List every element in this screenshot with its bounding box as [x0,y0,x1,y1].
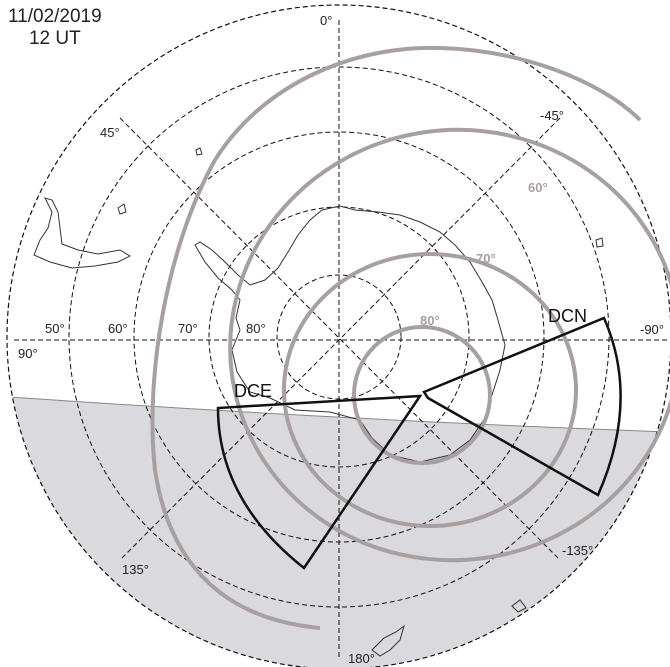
island-coastline [371,624,405,657]
magnetic-latitude-labels: 60° 70° 80° [420,180,548,328]
mlat-label-80: 80° [420,313,440,328]
night-shading [7,397,670,667]
lon-label-45: 45° [100,125,120,140]
mlat-contour-70 [282,252,578,528]
date-label: 11/02/2019 [8,6,102,27]
map-boundary [6,4,670,667]
lon-label-minus90: -90° [640,322,664,337]
lon-label-180: 180° [348,651,375,666]
lat-label-80: 80° [246,321,266,336]
mlat-contour-60 [228,127,670,563]
magnetic-latitude-contours [150,45,670,630]
lon-label-90: 90° [18,346,38,361]
radar-label-dcn: DCN [548,306,587,326]
terminator-line [9,396,670,433]
radar-label-dce: DCE [234,381,272,401]
lon-label-135: 135° [122,562,149,577]
mlat-label-60: 60° [528,180,548,195]
dce-fov [216,394,423,570]
mlat-contour-80 [352,325,492,465]
mlat-contour-50 [150,45,642,630]
lat-label-70: 70° [178,321,198,336]
mlat-label-70: 70° [476,251,496,266]
radar-fov [216,316,622,570]
island-coastline [595,237,604,248]
lon-label-minus135: -135° [562,543,593,558]
lat-label-60: 60° [108,321,128,336]
meridian-lines [14,20,668,660]
south-america-coastline [33,197,132,269]
island-coastline [511,599,527,613]
antarctica-coastline [194,205,506,463]
island-coastline [195,147,203,156]
timestamp-header: 11/02/2019 12 UT [8,6,102,50]
island-coastline [117,203,127,215]
longitude-labels: 0° -45° 45° -90° 90° -135° 135° 180° [18,13,664,666]
latitude-labels: 50° 60° 70° 80° [45,321,266,336]
lon-label-minus45: -45° [540,108,564,123]
time-label: 12 UT [28,28,81,49]
lat-label-50: 50° [45,321,65,336]
dcn-fov [422,316,622,497]
coastlines [33,147,604,657]
lon-label-0: 0° [320,13,332,28]
